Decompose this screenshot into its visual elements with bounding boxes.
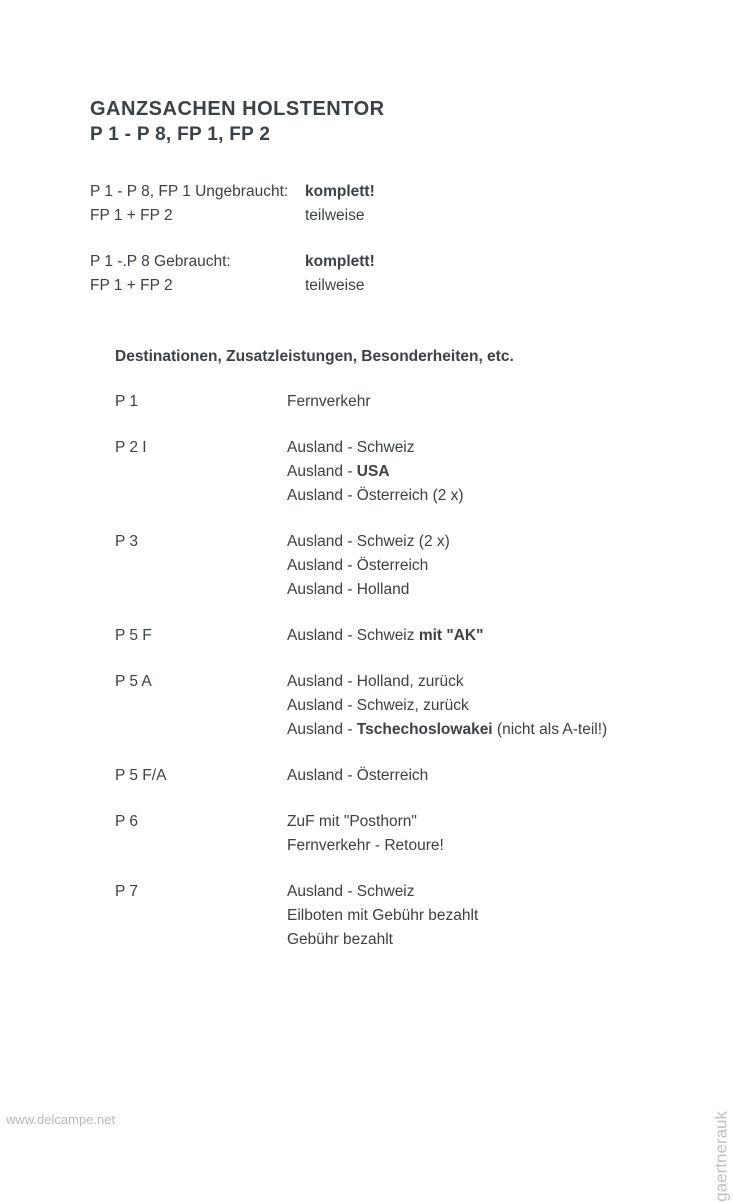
destination-line: Ausland - Schweiz bbox=[287, 436, 659, 460]
text-part: Fernverkehr bbox=[287, 393, 371, 410]
destination-line: Ausland - Österreich bbox=[287, 764, 659, 788]
destination-label: P 3 bbox=[115, 530, 287, 602]
destination-row: P 2 IAusland - SchweizAusland - USAAusla… bbox=[115, 436, 659, 508]
text-part: Ausland - Holland, zurück bbox=[287, 673, 464, 690]
status-row: P 1 -.P 8 Gebraucht:komplett! bbox=[90, 250, 659, 274]
status-row: FP 1 + FP 2teilweise bbox=[90, 274, 659, 298]
destination-line: Ausland - Holland bbox=[287, 578, 659, 602]
destinations-heading: Destinationen, Zusatzleistungen, Besonde… bbox=[115, 348, 659, 366]
destinations-section: Destinationen, Zusatzleistungen, Besonde… bbox=[90, 348, 659, 952]
text-part: (nicht als A-teil!) bbox=[493, 721, 608, 738]
text-part: Ausland - Österreich (2 x) bbox=[287, 487, 464, 504]
destination-line: Ausland - Tschechoslowakei (nicht als A-… bbox=[287, 718, 659, 742]
text-part: Ausland - Schweiz (2 x) bbox=[287, 533, 450, 550]
status-group-1: P 1 - P 8, FP 1 Ungebraucht:komplett!FP … bbox=[90, 180, 659, 228]
destination-label: P 5 F bbox=[115, 624, 287, 648]
text-part: Gebühr bezahlt bbox=[287, 931, 393, 948]
text-part: mit "AK" bbox=[419, 627, 484, 644]
status-label: P 1 -.P 8 Gebraucht: bbox=[90, 250, 305, 274]
status-row: P 1 - P 8, FP 1 Ungebraucht:komplett! bbox=[90, 180, 659, 204]
destination-row: P 5 AAusland - Holland, zurückAusland - … bbox=[115, 670, 659, 742]
text-part: Ausland - Österreich bbox=[287, 557, 428, 574]
text-part: USA bbox=[357, 463, 390, 480]
destination-lines: ZuF mit "Posthorn" Fernverkehr - Retoure! bbox=[287, 810, 659, 858]
destination-label: P 5 F/A bbox=[115, 764, 287, 788]
destination-line: Ausland - Schweiz mit "AK" bbox=[287, 624, 659, 648]
destination-label: P 2 I bbox=[115, 436, 287, 508]
text-part: Ausland - bbox=[287, 463, 357, 480]
destination-line: Ausland - Österreich (2 x) bbox=[287, 484, 659, 508]
status-value: teilweise bbox=[305, 274, 364, 298]
destination-lines: Ausland - Schweiz Eilboten mit Gebühr bez… bbox=[287, 880, 659, 952]
destination-lines: Ausland - Schweiz (2 x) Ausland - Österre… bbox=[287, 530, 659, 602]
destination-label: P 6 bbox=[115, 810, 287, 858]
status-value: komplett! bbox=[305, 250, 375, 274]
destination-line: Ausland - Holland, zurück bbox=[287, 670, 659, 694]
destination-row: P 5 F/AAusland - Österreich bbox=[115, 764, 659, 788]
destination-label: P 1 bbox=[115, 390, 287, 414]
main-title: GANZSACHEN HOLSTENTOR bbox=[90, 95, 659, 124]
status-value: teilweise bbox=[305, 204, 364, 228]
page-content: GANZSACHEN HOLSTENTOR P 1 - P 8, FP 1, F… bbox=[0, 0, 734, 1024]
destination-label: P 5 A bbox=[115, 670, 287, 742]
text-part: Ausland - Schweiz bbox=[287, 439, 415, 456]
status-label: FP 1 + FP 2 bbox=[90, 204, 305, 228]
text-part: ZuF mit "Posthorn" bbox=[287, 813, 417, 830]
destination-line: Ausland - Schweiz (2 x) bbox=[287, 530, 659, 554]
status-group-2: P 1 -.P 8 Gebraucht:komplett!FP 1 + FP 2… bbox=[90, 250, 659, 298]
text-part: Ausland - Österreich bbox=[287, 767, 428, 784]
status-row: FP 1 + FP 2teilweise bbox=[90, 204, 659, 228]
destination-row: P 6ZuF mit "Posthorn" Fernverkehr - Retou… bbox=[115, 810, 659, 858]
destination-line: Fernverkehr bbox=[287, 390, 659, 414]
watermark-left: www.delcampe.net bbox=[6, 1112, 115, 1127]
destination-line: Eilboten mit Gebühr bezahlt bbox=[287, 904, 659, 928]
destination-line: ZuF mit "Posthorn" bbox=[287, 810, 659, 834]
text-part: Ausland - Holland bbox=[287, 581, 409, 598]
status-value: komplett! bbox=[305, 180, 375, 204]
text-part: Ausland - Schweiz bbox=[287, 627, 419, 644]
destination-line: Fernverkehr - Retoure! bbox=[287, 834, 659, 858]
destination-line: Gebühr bezahlt bbox=[287, 928, 659, 952]
title-block: GANZSACHEN HOLSTENTOR P 1 - P 8, FP 1, F… bbox=[90, 95, 659, 146]
text-part: Ausland - Schweiz, zurück bbox=[287, 697, 469, 714]
destination-lines: Fernverkehr bbox=[287, 390, 659, 414]
destination-row: P 7Ausland - Schweiz Eilboten mit Gebühr … bbox=[115, 880, 659, 952]
subtitle: P 1 - P 8, FP 1, FP 2 bbox=[90, 124, 659, 146]
destination-lines: Ausland - Holland, zurück Ausland - Schwe… bbox=[287, 670, 659, 742]
status-section: P 1 - P 8, FP 1 Ungebraucht:komplett!FP … bbox=[90, 180, 659, 298]
status-label: P 1 - P 8, FP 1 Ungebraucht: bbox=[90, 180, 305, 204]
destination-row: P 5 FAusland - Schweiz mit "AK" bbox=[115, 624, 659, 648]
text-part: Fernverkehr - Retoure! bbox=[287, 837, 444, 854]
destination-lines: Ausland - Schweiz mit "AK" bbox=[287, 624, 659, 648]
destination-lines: Ausland - Österreich bbox=[287, 764, 659, 788]
text-part: Tschechoslowakei bbox=[357, 721, 493, 738]
destination-row: P 3Ausland - Schweiz (2 x) Ausland - Öste… bbox=[115, 530, 659, 602]
destination-line: Ausland - USA bbox=[287, 460, 659, 484]
destination-label: P 7 bbox=[115, 880, 287, 952]
text-part: Ausland - Schweiz bbox=[287, 883, 415, 900]
watermark-right: gaertnerauk bbox=[712, 1111, 732, 1202]
text-part: Ausland - bbox=[287, 721, 357, 738]
destinations-rows: P 1FernverkehrP 2 IAusland - SchweizAusl… bbox=[115, 390, 659, 952]
destination-line: Ausland - Schweiz, zurück bbox=[287, 694, 659, 718]
destination-lines: Ausland - SchweizAusland - USAAusland - … bbox=[287, 436, 659, 508]
text-part: Eilboten mit Gebühr bezahlt bbox=[287, 907, 478, 924]
destination-row: P 1Fernverkehr bbox=[115, 390, 659, 414]
status-label: FP 1 + FP 2 bbox=[90, 274, 305, 298]
destination-line: Ausland - Österreich bbox=[287, 554, 659, 578]
destination-line: Ausland - Schweiz bbox=[287, 880, 659, 904]
